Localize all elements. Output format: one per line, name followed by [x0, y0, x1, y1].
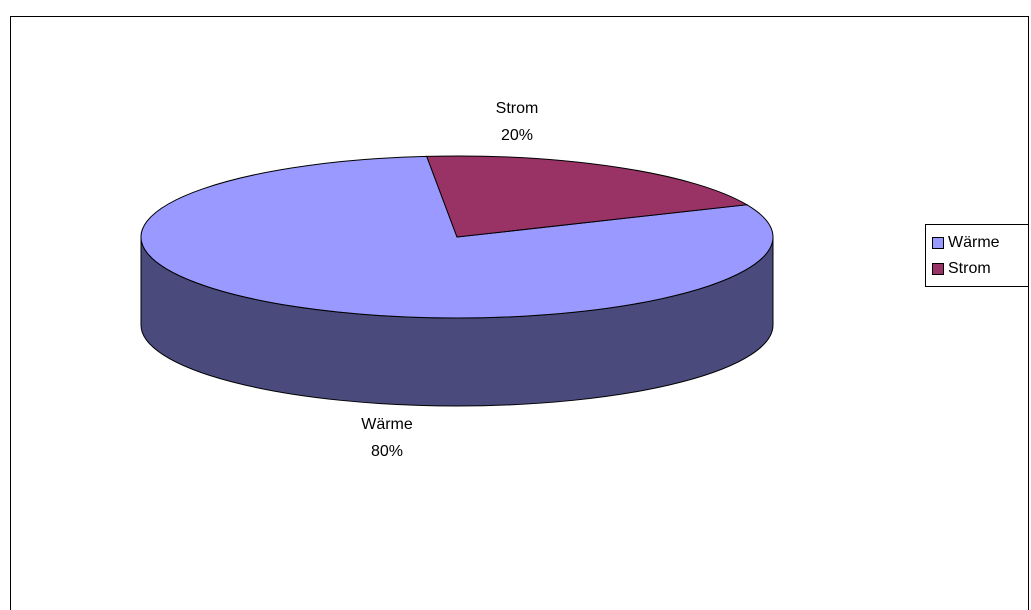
- legend-item-waerme: Wärme: [926, 230, 1028, 256]
- pie-slice-strom: [425, 155, 749, 238]
- legend-item-strom: Strom: [926, 256, 1028, 282]
- data-label-waerme-name: Wärme: [361, 416, 413, 433]
- data-label-waerme-percent: 80%: [371, 443, 403, 460]
- legend-swatch-strom: [932, 263, 944, 275]
- data-label-strom-name: Strom: [496, 100, 539, 117]
- data-label-strom-percent: 20%: [501, 127, 533, 144]
- pie-layer: [140, 155, 774, 407]
- legend-swatch-waerme: [932, 237, 944, 249]
- legend-label-strom: Strom: [948, 260, 991, 277]
- legend: Wärme Strom: [925, 224, 1029, 287]
- legend-label-waerme: Wärme: [948, 234, 1000, 251]
